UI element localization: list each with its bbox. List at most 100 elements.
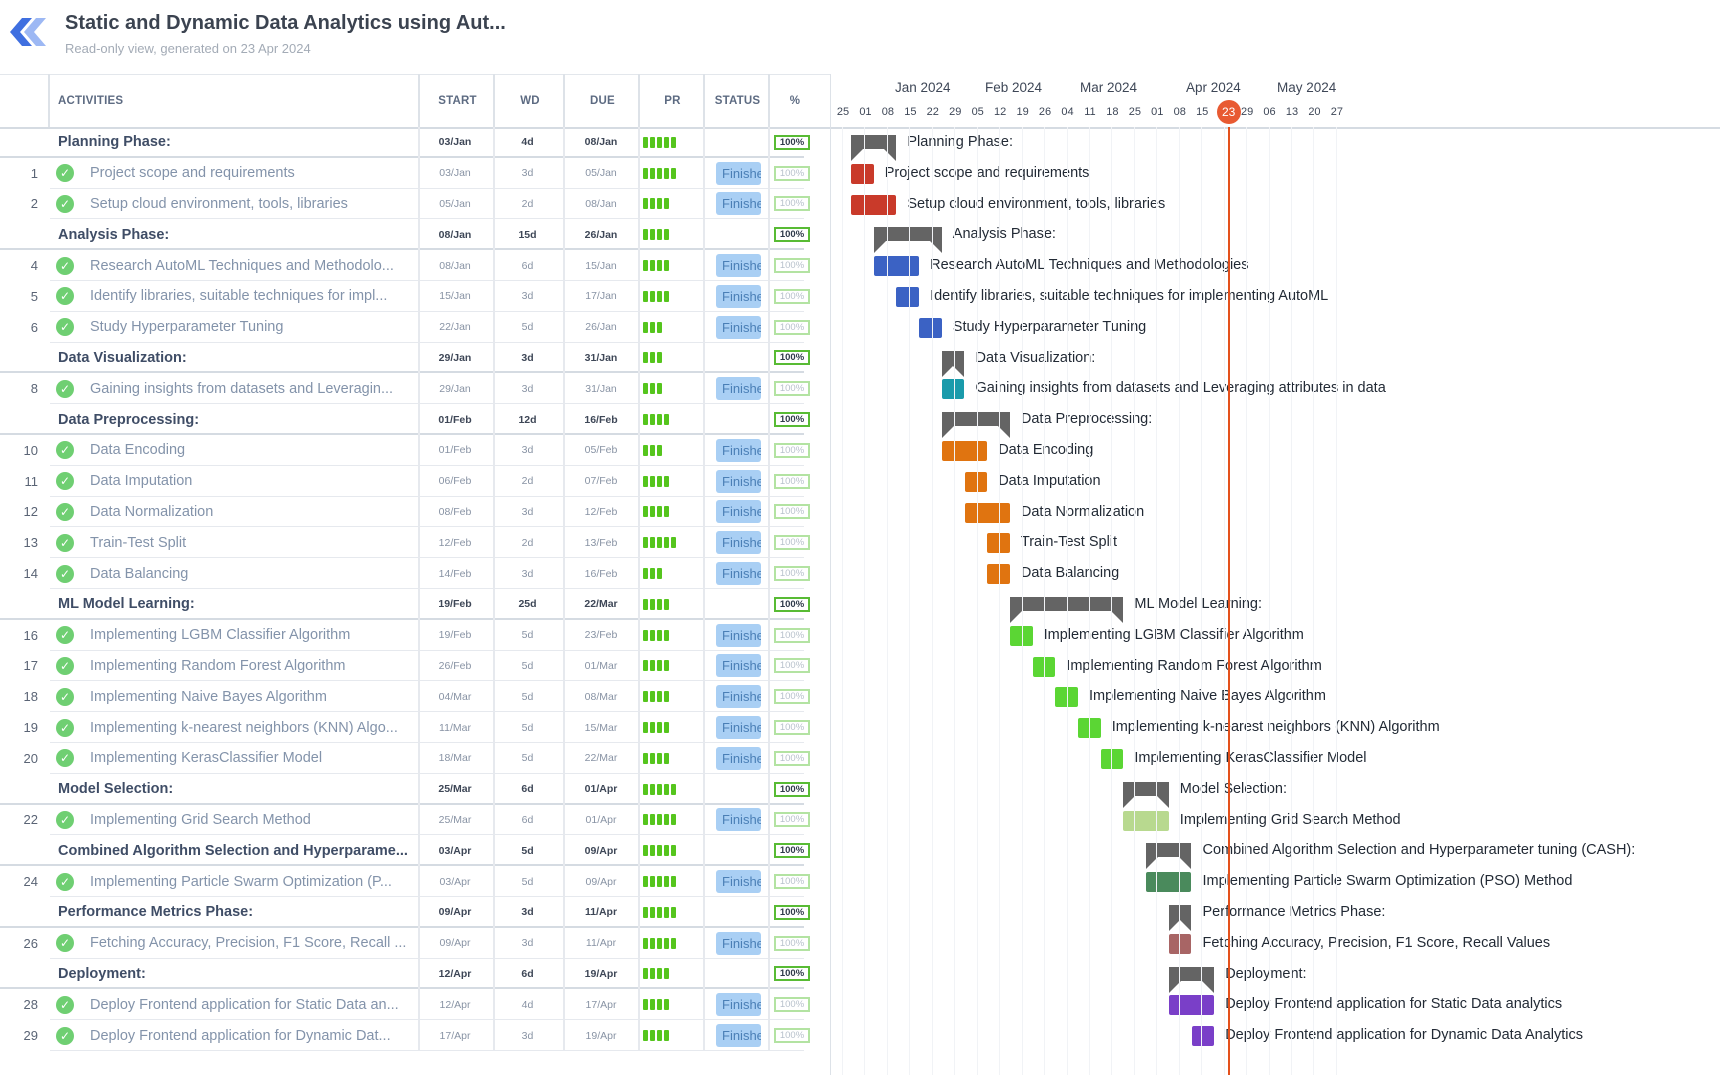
task-bar[interactable] [873,256,920,277]
completed-check-icon[interactable]: ✓ [56,497,76,528]
completed-check-icon[interactable]: ✓ [56,250,76,281]
task-row[interactable]: 11 ✓ Data Imputation 06/Feb 2d 07/Feb Finished… [0,465,830,497]
task-name[interactable]: Data Balancing [90,565,189,582]
task-row[interactable]: 18 ✓ Implementing Naive Bayes Algorithm 04/… [0,681,830,713]
phase-summary-bar[interactable] [941,412,1010,439]
task-row[interactable]: 4 ✓ Research AutoML Techniques and Methodo… [0,250,830,281]
task-bar[interactable] [987,564,1010,585]
task-name[interactable]: Data Imputation [90,473,193,490]
phase-row[interactable]: Planning Phase: 03/Jan 4d 08/Jan 100% [0,127,830,158]
status-badge[interactable]: Finished [716,284,761,308]
completed-check-icon[interactable]: ✓ [56,466,76,497]
today-marker[interactable]: 23 [1216,100,1241,124]
status-badge[interactable]: Finished [716,931,761,955]
status-badge[interactable]: Finished [716,1024,761,1048]
task-name[interactable]: Implementing Grid Search Method [90,811,311,828]
completed-check-icon[interactable]: ✓ [56,681,76,712]
phase-name[interactable]: Planning Phase: [58,134,171,151]
status-badge[interactable]: Finished [716,623,761,647]
task-row[interactable]: 24 ✓ Implementing Particle Swarm Optimizat… [0,866,830,897]
phase-name[interactable]: Performance Metrics Phase: [58,904,254,921]
status-badge[interactable]: Finished [716,685,761,709]
task-name[interactable]: Study Hyperparameter Tuning [90,319,284,336]
completed-check-icon[interactable]: ✓ [56,651,76,682]
task-row[interactable]: 8 ✓ Gaining insights from datasets and Lev… [0,373,830,405]
task-name[interactable]: Setup cloud environment, tools, librarie… [90,195,348,212]
task-bar[interactable] [896,287,920,307]
phase-row[interactable]: Data Visualization: 29/Jan 3d 31/Jan 100% [0,342,830,374]
task-name[interactable]: Data Normalization [90,503,214,520]
status-badge[interactable]: Finished [716,438,761,462]
status-badge[interactable]: Finished [716,254,761,278]
task-name[interactable]: Implementing Particle Swarm Optimization… [90,873,392,890]
phase-row[interactable]: Analysis Phase: 08/Jan 15d 26/Jan 100% [0,219,830,251]
column-header-status[interactable]: STATUS [703,74,770,127]
completed-check-icon[interactable]: ✓ [56,866,76,897]
status-badge[interactable]: Finished [716,562,761,586]
task-name[interactable]: Deploy Frontend application for Dynamic … [90,1027,391,1044]
status-badge[interactable]: Finished [716,746,761,770]
status-badge[interactable]: Finished [716,531,761,555]
task-bar[interactable] [1123,810,1169,831]
status-badge[interactable]: Finished [716,377,761,401]
task-row[interactable]: 16 ✓ Implementing LGBM Classifier Algorith… [0,619,830,651]
task-row[interactable]: 17 ✓ Implementing Random Forest Algorithm 2… [0,650,830,682]
task-bar[interactable] [1168,933,1192,954]
task-name[interactable]: Implementing k-nearest neighbors (KNN) A… [90,719,398,736]
phase-row[interactable]: Performance Metrics Phase: 09/Apr 3d 11/Apr… [0,897,830,928]
status-badge[interactable]: Finished [716,716,761,740]
phase-name[interactable]: ML Model Learning: [58,596,195,613]
task-row[interactable]: 13 ✓ Train-Test Split 12/Feb 2d 13/Feb Finishe… [0,527,830,559]
task-row[interactable]: 29 ✓ Deploy Frontend application for Dynam… [0,1020,830,1051]
completed-check-icon[interactable]: ✓ [56,989,76,1020]
task-row[interactable]: 12 ✓ Data Normalization 08/Feb 3d 12/Feb Finis… [0,496,830,528]
phase-name[interactable]: Combined Algorithm Selection and Hyperpa… [58,842,408,859]
task-row[interactable]: 2 ✓ Setup cloud environment, tools, librar… [0,188,830,220]
phase-name[interactable]: Data Preprocessing: [58,411,200,428]
completed-check-icon[interactable]: ✓ [56,312,76,343]
phase-row[interactable]: Combined Algorithm Selection and Hyperpa… [0,835,830,867]
task-name[interactable]: Project scope and requirements [90,165,295,182]
status-badge[interactable]: Finished [716,993,761,1017]
column-header-due[interactable]: DUE [563,74,640,127]
task-bar[interactable] [1191,1026,1215,1047]
completed-check-icon[interactable]: ✓ [56,281,76,312]
completed-check-icon[interactable]: ✓ [56,527,76,558]
task-bar[interactable] [851,163,874,184]
phase-summary-bar[interactable] [1168,905,1192,931]
phase-row[interactable]: ML Model Learning: 19/Feb 25d 22/Mar 100% [0,589,830,620]
task-bar[interactable] [1168,995,1215,1016]
completed-check-icon[interactable]: ✓ [56,743,76,774]
status-badge[interactable]: Finished [716,315,761,339]
task-bar[interactable] [1032,656,1056,677]
task-name[interactable]: Research AutoML Techniques and Methodolo… [90,257,394,274]
task-row[interactable]: 20 ✓ Implementing KerasClassifier Model 18/… [0,743,830,774]
task-name[interactable]: Gaining insights from datasets and Lever… [90,380,394,397]
phase-summary-bar[interactable] [873,227,942,254]
column-header-pr[interactable]: PR [638,74,705,127]
task-bar[interactable] [964,502,1010,523]
status-badge[interactable]: Finished [716,192,761,216]
completed-check-icon[interactable]: ✓ [56,189,76,220]
phase-name[interactable]: Analysis Phase: [58,226,170,243]
phase-summary-bar[interactable] [941,350,965,377]
task-name[interactable]: Deploy Frontend application for Static D… [90,996,399,1013]
completed-check-icon[interactable]: ✓ [56,435,76,466]
task-row[interactable]: 14 ✓ Data Balancing 14/Feb 3d 16/Feb Finished 1… [0,558,830,589]
status-badge[interactable]: Finished [716,469,761,493]
phase-row[interactable]: Model Selection: 25/Mar 6d 01/Apr 100% [0,773,830,805]
completed-check-icon[interactable]: ✓ [56,928,76,959]
task-bar[interactable] [1009,625,1033,646]
completed-check-icon[interactable]: ✓ [56,373,76,404]
task-bar[interactable] [941,441,988,461]
task-row[interactable]: 22 ✓ Implementing Grid Search Method 25/Mar… [0,804,830,836]
task-bar[interactable] [964,471,988,492]
task-bar[interactable] [987,533,1010,554]
task-name[interactable]: Train-Test Split [90,534,187,551]
task-row[interactable]: 5 ✓ Identify libraries, suitable technique… [0,281,830,312]
status-badge[interactable]: Finished [716,161,761,185]
task-row[interactable]: 26 ✓ Fetching Accuracy, Precision, F1 Scor… [0,927,830,959]
completed-check-icon[interactable]: ✓ [56,158,76,189]
phase-row[interactable]: Deployment: 12/Apr 6d 19/Apr 100% [0,958,830,990]
phase-name[interactable]: Deployment: [58,965,146,982]
